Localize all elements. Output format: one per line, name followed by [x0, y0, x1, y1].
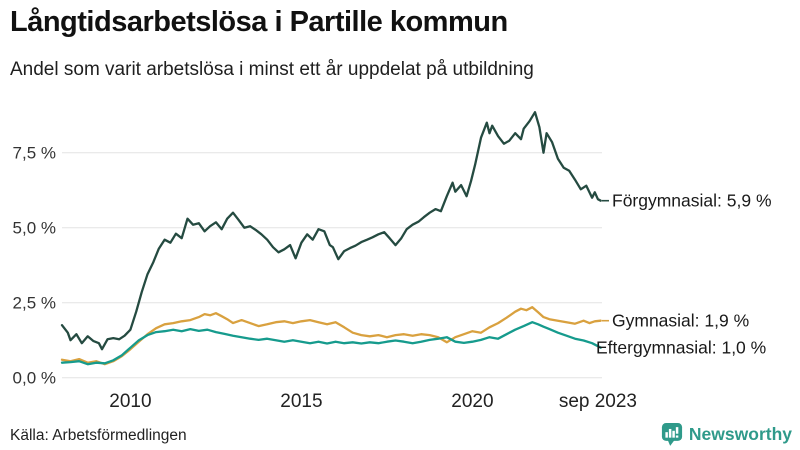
- x-axis-tick-label: 2015: [280, 391, 322, 412]
- brand-name: Newsworthy: [688, 423, 792, 444]
- y-axis-tick-label: 5,0 %: [13, 219, 56, 238]
- y-axis-tick-label: 0,0 %: [13, 369, 56, 388]
- series-end-label-gymnasial: Gymnasial: 1,9 %: [612, 311, 749, 331]
- series-line-eftergymnasial: [60, 321, 602, 366]
- source-note: Källa: Arbetsförmedlingen: [10, 427, 187, 444]
- bar-chart-speech-bubble-icon: [661, 423, 683, 446]
- x-axis-tick-label: 2010: [109, 391, 151, 412]
- series-end-label-eftergymnasial: Eftergymnasial: 1,0 %: [596, 338, 766, 358]
- x-axis-tick-label: sep 2023: [559, 391, 637, 412]
- newsworthy-brand: Newsworthy: [661, 422, 792, 446]
- series-line-gymnasial: [60, 306, 602, 366]
- series-end-label-förgymnasial: Förgymnasial: 5,9 %: [612, 191, 772, 211]
- x-axis-tick-label: 2020: [451, 391, 493, 412]
- page-subtitle: Andel som varit arbetslösa i minst ett å…: [10, 59, 534, 80]
- series-line-förgymnasial: [60, 111, 602, 351]
- y-axis-tick-label: 7,5 %: [13, 144, 56, 163]
- y-axis-tick-label: 2,5 %: [13, 294, 56, 313]
- page-title: Långtidsarbetslösa i Partille kommun: [10, 6, 508, 38]
